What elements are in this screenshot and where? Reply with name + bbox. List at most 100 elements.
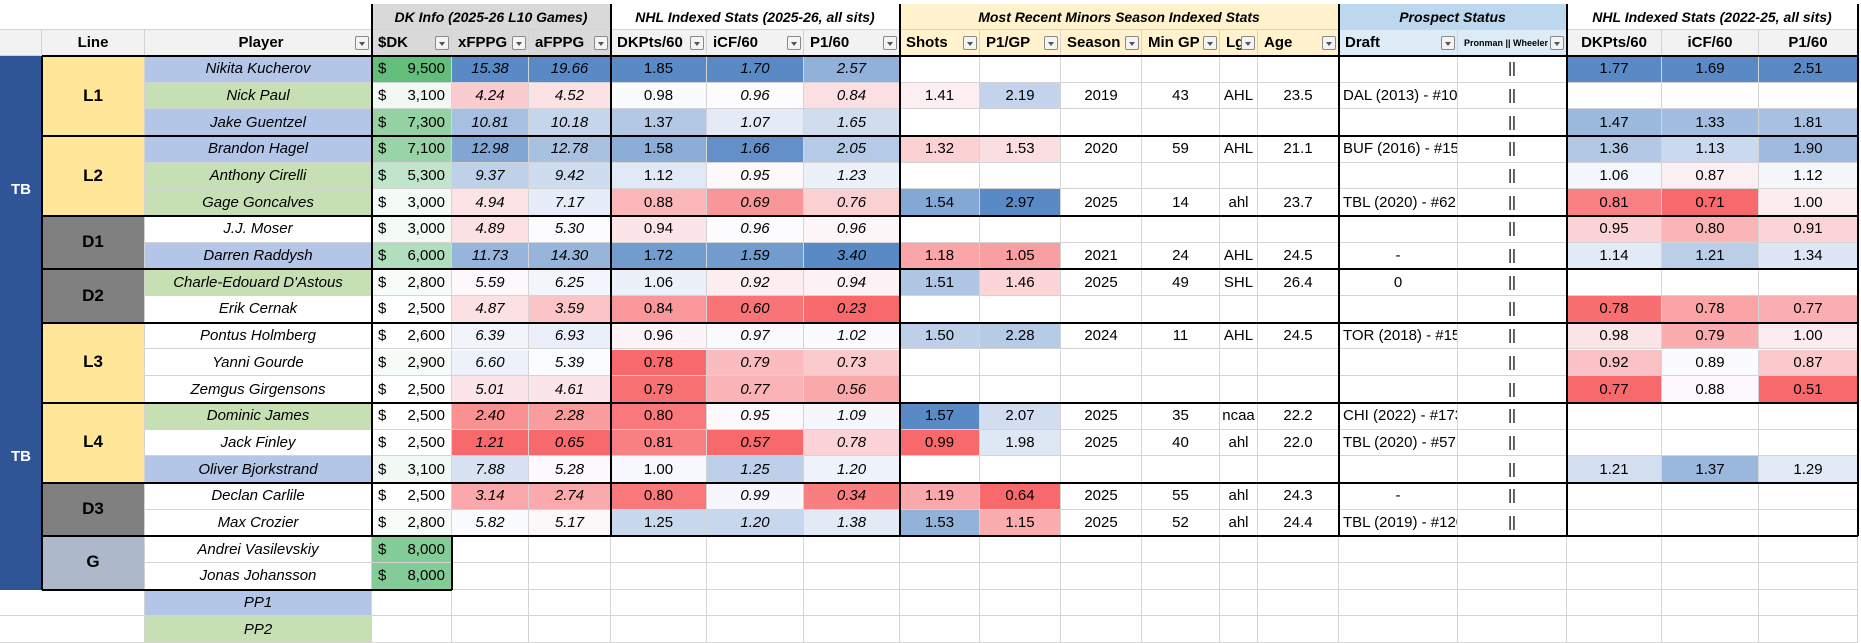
empty-cell [900, 56, 980, 83]
stat-cell: || [1458, 482, 1567, 510]
stat-cell: 2025 [1061, 269, 1142, 297]
empty-cell [1142, 162, 1220, 190]
stat-cell: 1.07 [707, 109, 804, 137]
player-name: Gage Goncalves [145, 189, 372, 217]
stat-cell: 0.99 [707, 482, 804, 510]
stat-cell: 4.61 [529, 376, 611, 403]
thick-border [42, 215, 1858, 218]
stat-cell: 12.78 [529, 136, 611, 163]
stat-cell: 2.28 [529, 402, 611, 430]
stat-cell: 2025 [1061, 509, 1142, 537]
player-name: Zemgus Girgensons [145, 376, 372, 403]
stat-cell: 2024 [1061, 322, 1142, 350]
stat-cell: 0.64 [980, 482, 1061, 510]
stat-cell: 1.53 [900, 509, 980, 537]
filter-button[interactable] [1125, 36, 1139, 50]
stat-cell: || [1458, 216, 1567, 243]
stat-cell: 0.87 [1759, 349, 1858, 377]
empty-cell [900, 162, 980, 190]
currency-symbol: $ [378, 353, 387, 371]
empty-cell [1061, 376, 1142, 403]
stat-cell: 0.91 [1759, 216, 1858, 243]
dk-salary: 3,100 [407, 460, 445, 478]
stat-cell: || [1458, 509, 1567, 537]
empty-cell [1458, 536, 1567, 563]
filter-button[interactable] [435, 36, 449, 50]
stat-cell: 1.00 [1759, 322, 1858, 350]
empty-cell [372, 616, 452, 643]
stat-cell: 6.60 [452, 349, 529, 377]
filter-button[interactable] [355, 36, 369, 50]
filter-button[interactable] [883, 36, 897, 50]
stat-cell: 0.88 [1662, 376, 1759, 403]
empty-cell [1339, 376, 1458, 403]
stat-cell: 1.66 [707, 136, 804, 163]
group-header: NHL Indexed Stats (2022-25, all sits) [1567, 4, 1858, 30]
empty-cell [707, 589, 804, 617]
stat-cell: 3.40 [804, 242, 900, 270]
column-header: DKPts/60 [611, 30, 707, 56]
dk-salary: 3,100 [407, 87, 445, 104]
dk-salary: 7,300 [407, 113, 445, 131]
stat-cell: - [1339, 242, 1458, 270]
empty-cell [1339, 296, 1458, 323]
empty-cell [1220, 56, 1258, 83]
filter-button[interactable] [1241, 36, 1255, 50]
filter-button[interactable] [1203, 36, 1217, 50]
thick-border [42, 535, 452, 538]
stat-cell: 0.71 [1662, 189, 1759, 217]
empty-cell [707, 562, 804, 590]
dk-salary-cell: $7,300 [372, 109, 452, 137]
filter-button[interactable] [512, 36, 526, 50]
group-header: DK Info (2025-26 L10 Games) [372, 4, 611, 30]
empty-cell [529, 589, 611, 617]
stat-cell: 59 [1142, 136, 1220, 163]
stat-cell: 24.5 [1258, 242, 1339, 270]
empty-cell [1061, 296, 1142, 323]
stat-cell: 21.1 [1258, 136, 1339, 163]
empty-cell [1339, 589, 1458, 617]
empty-cell [1258, 56, 1339, 83]
empty-cell [1061, 216, 1142, 243]
thick-border [41, 136, 43, 217]
empty-cell [452, 536, 529, 563]
player-name: Yanni Gourde [145, 349, 372, 377]
player-name: Declan Carlile [145, 482, 372, 510]
filter-button[interactable] [1550, 36, 1564, 50]
empty-cell [1142, 56, 1220, 83]
player-name: Max Crozier [145, 509, 372, 537]
stat-cell: 6.25 [529, 269, 611, 297]
column-header: iCF/60 [707, 30, 804, 56]
filter-button[interactable] [690, 36, 704, 50]
filter-button[interactable] [787, 36, 801, 50]
blank-header [0, 30, 42, 56]
stat-cell: 5.17 [529, 509, 611, 537]
empty-cell [1662, 402, 1759, 430]
stat-cell: 5.30 [529, 216, 611, 243]
filter-button[interactable] [963, 36, 977, 50]
empty-cell [1220, 562, 1258, 590]
stat-cell: 22.0 [1258, 429, 1339, 457]
stat-cell: 1.29 [1759, 456, 1858, 483]
empty-cell [1220, 456, 1258, 483]
thick-border [42, 481, 1858, 484]
player-name: Oliver Bjorkstrand [145, 456, 372, 483]
group-header: Most Recent Minors Season Indexed Stats [900, 4, 1339, 30]
stat-cell: 0.81 [611, 429, 707, 457]
thick-border [42, 588, 452, 591]
filter-button[interactable] [1322, 36, 1336, 50]
column-header: Line [42, 30, 145, 56]
empty-cell [980, 162, 1061, 190]
empty-cell [980, 349, 1061, 377]
filter-button[interactable] [1441, 36, 1455, 50]
empty-cell [707, 536, 804, 563]
stat-cell: 1.37 [1662, 456, 1759, 483]
filter-button[interactable] [1044, 36, 1058, 50]
filter-button[interactable] [594, 36, 608, 50]
line-label: D1 [42, 216, 145, 270]
stat-cell: 0.89 [1662, 349, 1759, 377]
stat-cell: 9.42 [529, 162, 611, 190]
empty-cell [1339, 536, 1458, 563]
dk-salary-cell: $3,000 [372, 216, 452, 243]
empty-cell [1061, 349, 1142, 377]
